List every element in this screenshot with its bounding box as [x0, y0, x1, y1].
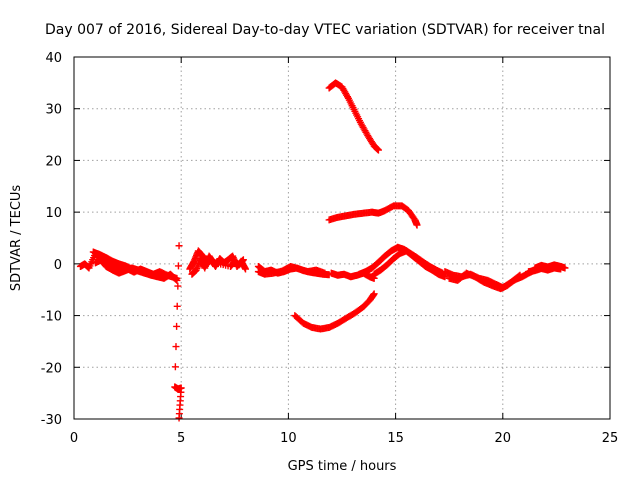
data-point-marker	[557, 265, 565, 273]
x-tick-label: 10	[280, 431, 297, 446]
data-point-marker	[174, 282, 182, 290]
data-point-marker	[173, 322, 181, 330]
axis-ticks	[73, 56, 611, 420]
y-tick-label: 30	[45, 103, 62, 118]
x-tick-label: 20	[495, 431, 512, 446]
x-tick-label: 5	[177, 431, 185, 446]
data-point-marker	[515, 272, 523, 280]
data-point-marker	[141, 269, 149, 277]
series-arc-lower-rising	[291, 290, 378, 333]
series-tail-21-23-b	[525, 264, 565, 276]
x-tick-label: 15	[387, 431, 404, 446]
x-tick-labels: 0 5 10 15 20 25	[70, 431, 618, 446]
x-axis-label: GPS time / hours	[288, 459, 397, 474]
series-dip-20-b	[445, 269, 524, 293]
data-point-marker	[239, 256, 247, 264]
data-point-marker	[175, 414, 183, 422]
data-point-marker	[413, 221, 421, 229]
data-point-marker	[516, 271, 524, 279]
data-point-marker	[561, 264, 569, 272]
plot-frame	[73, 56, 611, 420]
series-arc-upper-descending	[325, 79, 382, 154]
y-tick-label: 20	[45, 154, 62, 169]
data-point-marker	[172, 343, 180, 351]
data-point-marker	[370, 290, 378, 298]
data-point-marker	[173, 302, 181, 310]
data-point-marker	[173, 274, 181, 282]
series-baseline-5-8-b	[188, 252, 247, 278]
y-tick-labels: -30 -20 -10 0 10 20 30 40	[41, 51, 62, 428]
chart-title: Day 007 of 2016, Sidereal Day-to-day VTE…	[45, 22, 605, 38]
y-tick-label: 0	[54, 258, 62, 273]
data-point-marker	[242, 265, 250, 273]
y-axis-label: SDTVAR / TECUs	[9, 185, 24, 292]
series-hump-15-b	[370, 247, 449, 281]
data-point-marker	[175, 242, 183, 250]
y-tick-label: 10	[45, 206, 62, 221]
series-outliers-near-5h	[171, 242, 185, 422]
y-tick-label: -30	[41, 413, 62, 428]
y-tick-label: -10	[41, 310, 62, 325]
data-point-marker	[171, 363, 179, 371]
data-point-marker	[374, 146, 382, 154]
series-arc-mid-plateau	[325, 202, 421, 229]
y-tick-label: 40	[45, 51, 62, 66]
grid-lines	[74, 57, 610, 419]
data-point-marker	[321, 269, 329, 277]
x-tick-label: 25	[602, 431, 619, 446]
data-point-marker	[174, 262, 182, 270]
series-baseline-early-c	[89, 248, 149, 277]
x-tick-label: 0	[70, 431, 78, 446]
y-tick-label: -20	[41, 361, 62, 376]
data-marks	[76, 79, 569, 422]
series-baseline-8-12-b	[254, 262, 329, 278]
